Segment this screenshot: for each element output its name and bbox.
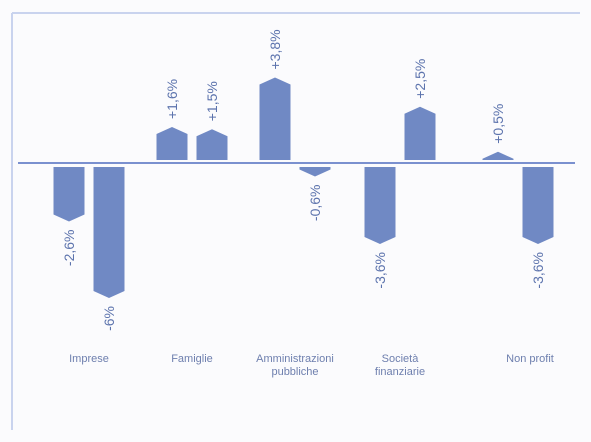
value-label-s2-0: -6%	[101, 306, 117, 331]
bar-s1-4	[482, 151, 514, 160]
value-label-s2-3: +2,5%	[412, 59, 428, 99]
bar-s1-0	[53, 167, 85, 222]
bar-s2-2	[299, 167, 331, 177]
category-label-4-0: Non profit	[506, 353, 554, 365]
value-label-s1-1: +1,6%	[164, 79, 180, 119]
value-label-s2-4: -3,6%	[530, 252, 546, 289]
bar-s2-3	[404, 106, 436, 160]
value-label-s1-2: +3,8%	[267, 29, 283, 69]
bar-s2-1	[196, 129, 228, 160]
bar-s2-0	[93, 167, 125, 298]
category-label-2-0: Amministrazioni	[256, 353, 334, 365]
value-labels-group: -2,6% +1,6% +3,8% -3,6% +0,5% -6% +1,5% -0,6% +2…	[61, 29, 546, 331]
value-label-s1-4: +0,5%	[490, 104, 506, 144]
bar-s1-1	[156, 127, 188, 160]
bar-s2-4	[522, 167, 554, 244]
bar-s1-3	[364, 167, 396, 244]
category-label-2-1: pubbliche	[271, 366, 318, 378]
value-label-s1-0: -2,6%	[61, 230, 77, 267]
bar-s1-2	[259, 77, 291, 160]
bars-group	[53, 77, 554, 298]
category-label-1-0: Famiglie	[171, 353, 213, 365]
category-label-0-0: Imprese	[69, 353, 109, 365]
category-label-3-1: finanziarie	[375, 366, 425, 378]
value-label-s2-1: +1,5%	[204, 81, 220, 121]
value-label-s2-2: -0,6%	[307, 185, 323, 222]
category-label-3-0: Società	[382, 353, 420, 365]
value-label-s1-3: -3,6%	[372, 252, 388, 289]
